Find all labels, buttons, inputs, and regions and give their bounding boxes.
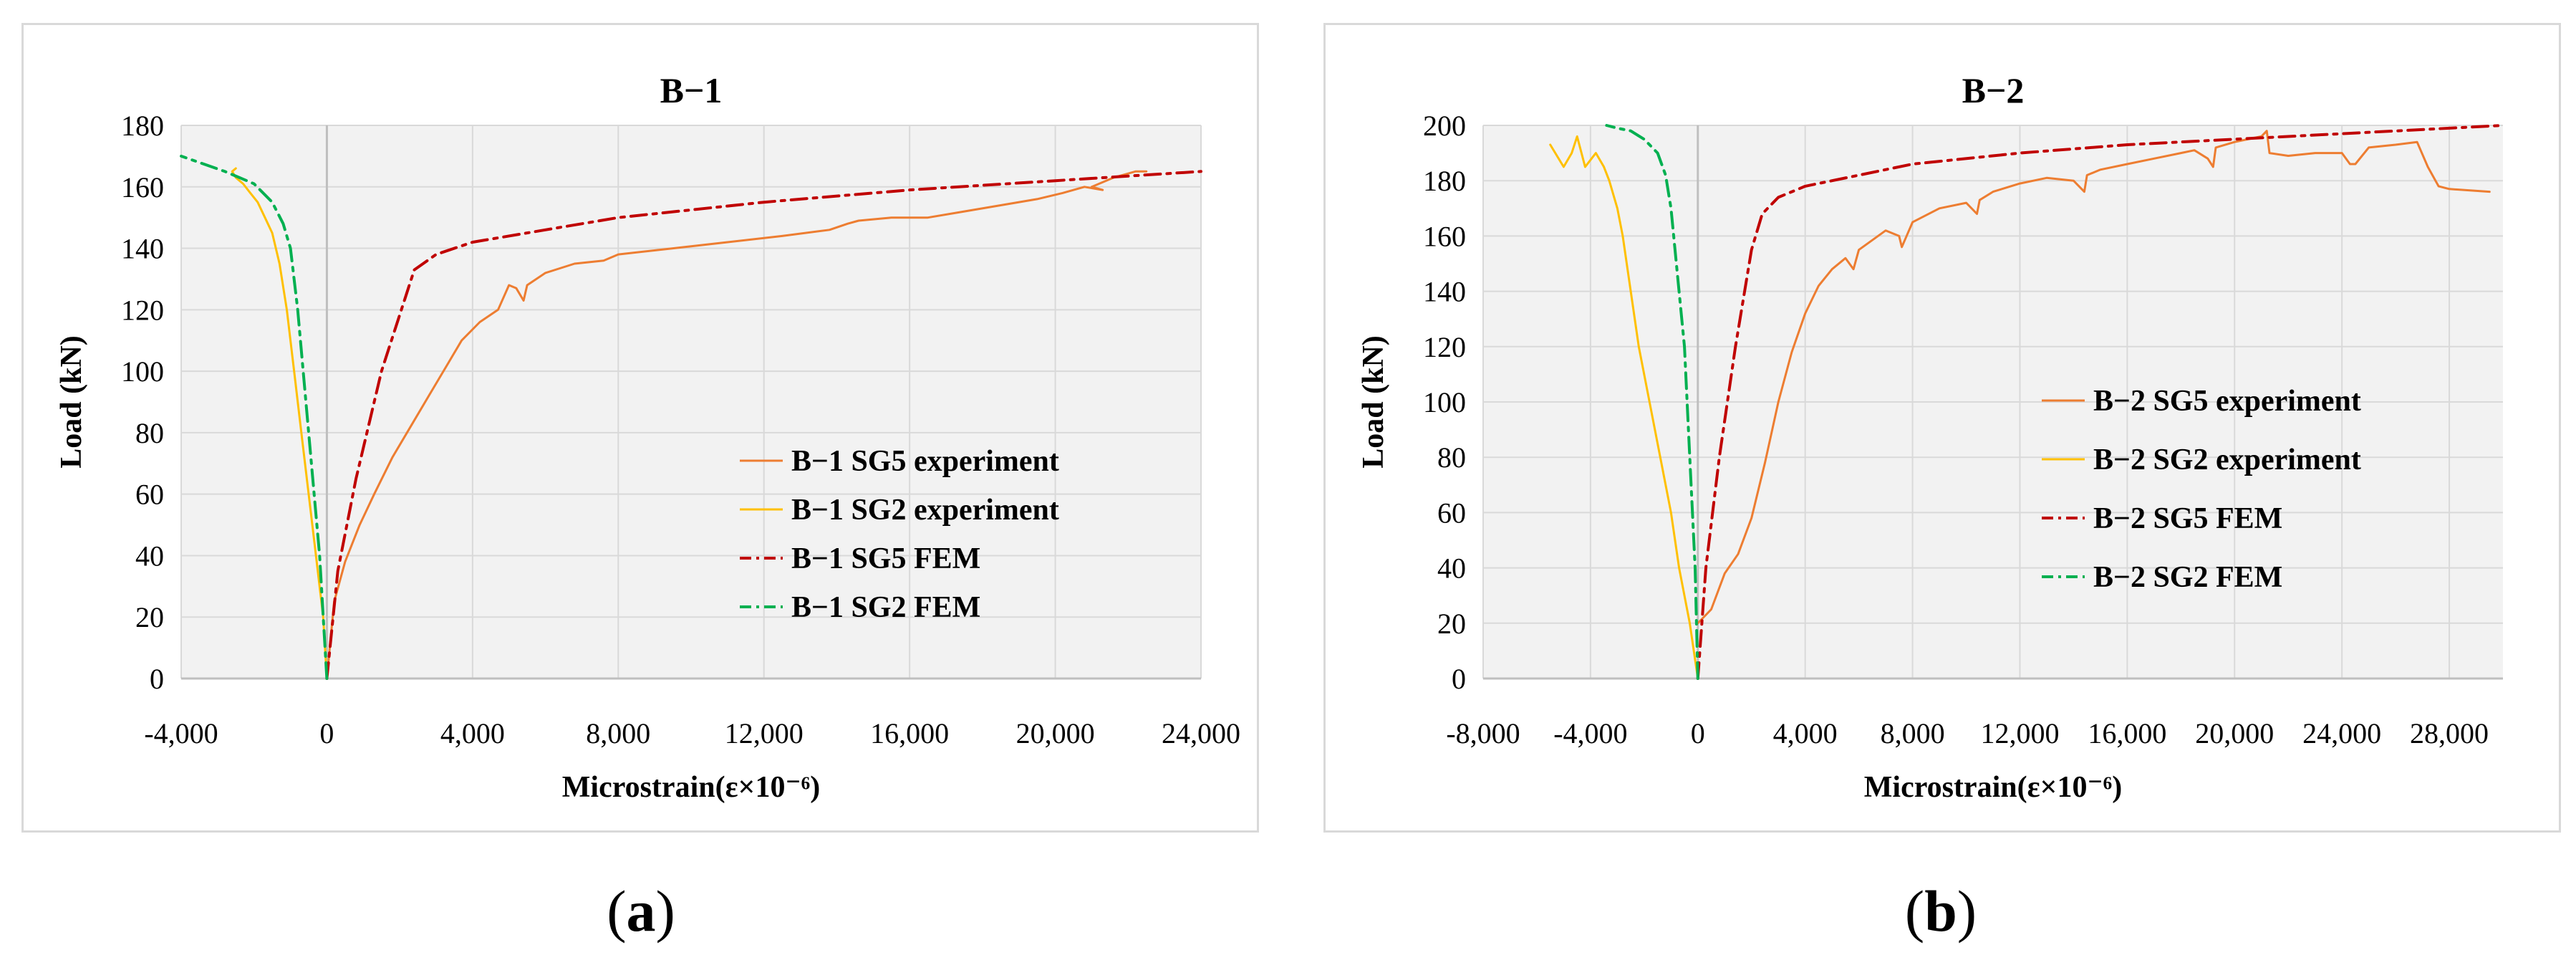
b1-legend: B−1 SG5 experiment B−1 SG2 experiment B−1 …	[740, 445, 1059, 624]
b2-y-tick-label: 0	[1452, 663, 1466, 695]
b2-x-axis-title: Microstrain(ε×10⁻⁶)	[1864, 771, 2122, 804]
chart-panel-b2: 0 20 40 60 80 100 120 140 160 180 200 -8,000 -4,000 0…	[1323, 23, 2561, 833]
b2-y-axis-title: Load (kN)	[1357, 335, 1390, 469]
b2-series-line-3	[1696, 124, 2504, 680]
chart-panel-b1: 0 20 40 60 80 100 120 140 160 180 -4,000 0 4,000 8,00…	[21, 23, 1259, 833]
b1-series-line-1	[325, 170, 1148, 680]
b1-y-tick-label: 140	[121, 233, 164, 265]
b1-legend-label: B−1 SG5 FEM	[791, 542, 980, 575]
caption-a: (a)	[607, 878, 675, 944]
b1-y-axis-title: Load (kN)	[55, 335, 88, 469]
b2-x-tick-label: 20,000	[2195, 717, 2274, 749]
b2-x-tick-label: 28,000	[2410, 717, 2489, 749]
b1-plot-area	[181, 125, 1201, 679]
b2-y-tick-label: 200	[1423, 110, 1466, 142]
b2-y-tick-label: 100	[1423, 386, 1466, 418]
b1-x-tick-label: 8,000	[586, 717, 650, 749]
b2-series-line-2	[1549, 135, 1699, 680]
b1-y-tick-label: 120	[121, 294, 164, 326]
b2-x-tick-label: -4,000	[1553, 717, 1627, 749]
b1-y-tick-label: 180	[121, 110, 164, 142]
b1-legend-label: B−1 SG2 FEM	[791, 591, 980, 624]
b2-x-tick-label: -8,000	[1446, 717, 1520, 749]
b1-x-tick-label: 4,000	[440, 717, 505, 749]
b2-legend-label: B−2 SG2 FEM	[2093, 561, 2282, 594]
b2-series-line-4	[1605, 124, 1699, 680]
b2-legend: B−2 SG5 experiment B−2 SG2 experiment B−2 …	[2042, 385, 2361, 594]
b2-legend-label: B−2 SG2 experiment	[2093, 444, 2361, 476]
b1-y-tick-label: 40	[135, 540, 164, 572]
b2-x-tick-label: 12,000	[1980, 717, 2059, 749]
b1-chart-title: B−1	[660, 70, 723, 110]
b1-x-tick-label: 24,000	[1162, 717, 1240, 749]
b1-x-tick-label: 12,000	[725, 717, 804, 749]
b1-series-line-2	[231, 167, 328, 680]
b2-y-tick-label: 80	[1437, 441, 1466, 474]
b2-series-line-1	[1697, 130, 2491, 625]
b2-x-tick-label: 8,000	[1881, 717, 1945, 749]
b1-y-tick-label: 20	[135, 601, 164, 633]
b2-y-tick-label: 40	[1437, 552, 1466, 585]
b2-x-tick-label: 16,000	[2088, 717, 2166, 749]
b1-y-tick-label: 60	[135, 479, 164, 511]
b1-y-tick-label: 100	[121, 355, 164, 388]
caption-b: (b)	[1904, 878, 1977, 944]
b2-y-tick-label: 20	[1437, 608, 1466, 640]
b1-series-line-4	[180, 154, 329, 680]
b1-y-tick-label: 80	[135, 417, 164, 449]
b2-legend-label: B−2 SG5 experiment	[2093, 385, 2361, 418]
chart-b2-svg: 0 20 40 60 80 100 120 140 160 180 200 -8,000 -4,000 0…	[1357, 70, 2504, 804]
b2-legend-label: B−2 SG5 FEM	[2093, 502, 2282, 535]
b2-y-tick-label: 60	[1437, 497, 1466, 529]
b1-x-tick-label: 0	[319, 717, 334, 749]
chart-b1-svg: 0 20 40 60 80 100 120 140 160 180 -4,000 0 4,000 8,00…	[55, 70, 1240, 804]
b1-x-tick-label: -4,000	[144, 717, 218, 749]
b2-y-tick-label: 120	[1423, 331, 1466, 363]
b1-x-axis-title: Microstrain(ε×10⁻⁶)	[562, 771, 820, 804]
b1-y-tick-label: 0	[150, 663, 164, 695]
b1-legend-label: B−1 SG2 experiment	[791, 494, 1059, 527]
b1-y-tick-label: 160	[121, 171, 164, 203]
b2-y-tick-label: 160	[1423, 220, 1466, 252]
b1-x-tick-label: 20,000	[1016, 717, 1095, 749]
caption-b-letter: b	[1924, 878, 1957, 944]
b2-x-tick-label: 24,000	[2302, 717, 2381, 749]
b1-series-line-3	[325, 170, 1202, 680]
b2-y-tick-label: 140	[1423, 276, 1466, 308]
b2-x-tick-label: 0	[1691, 717, 1705, 749]
b1-legend-label: B−1 SG5 experiment	[791, 445, 1059, 478]
b2-y-tick-label: 180	[1423, 165, 1466, 197]
b1-x-tick-label: 16,000	[870, 717, 949, 749]
b2-x-tick-label: 4,000	[1773, 717, 1838, 749]
b2-chart-title: B−2	[1962, 70, 2025, 110]
caption-a-letter: a	[626, 878, 656, 944]
